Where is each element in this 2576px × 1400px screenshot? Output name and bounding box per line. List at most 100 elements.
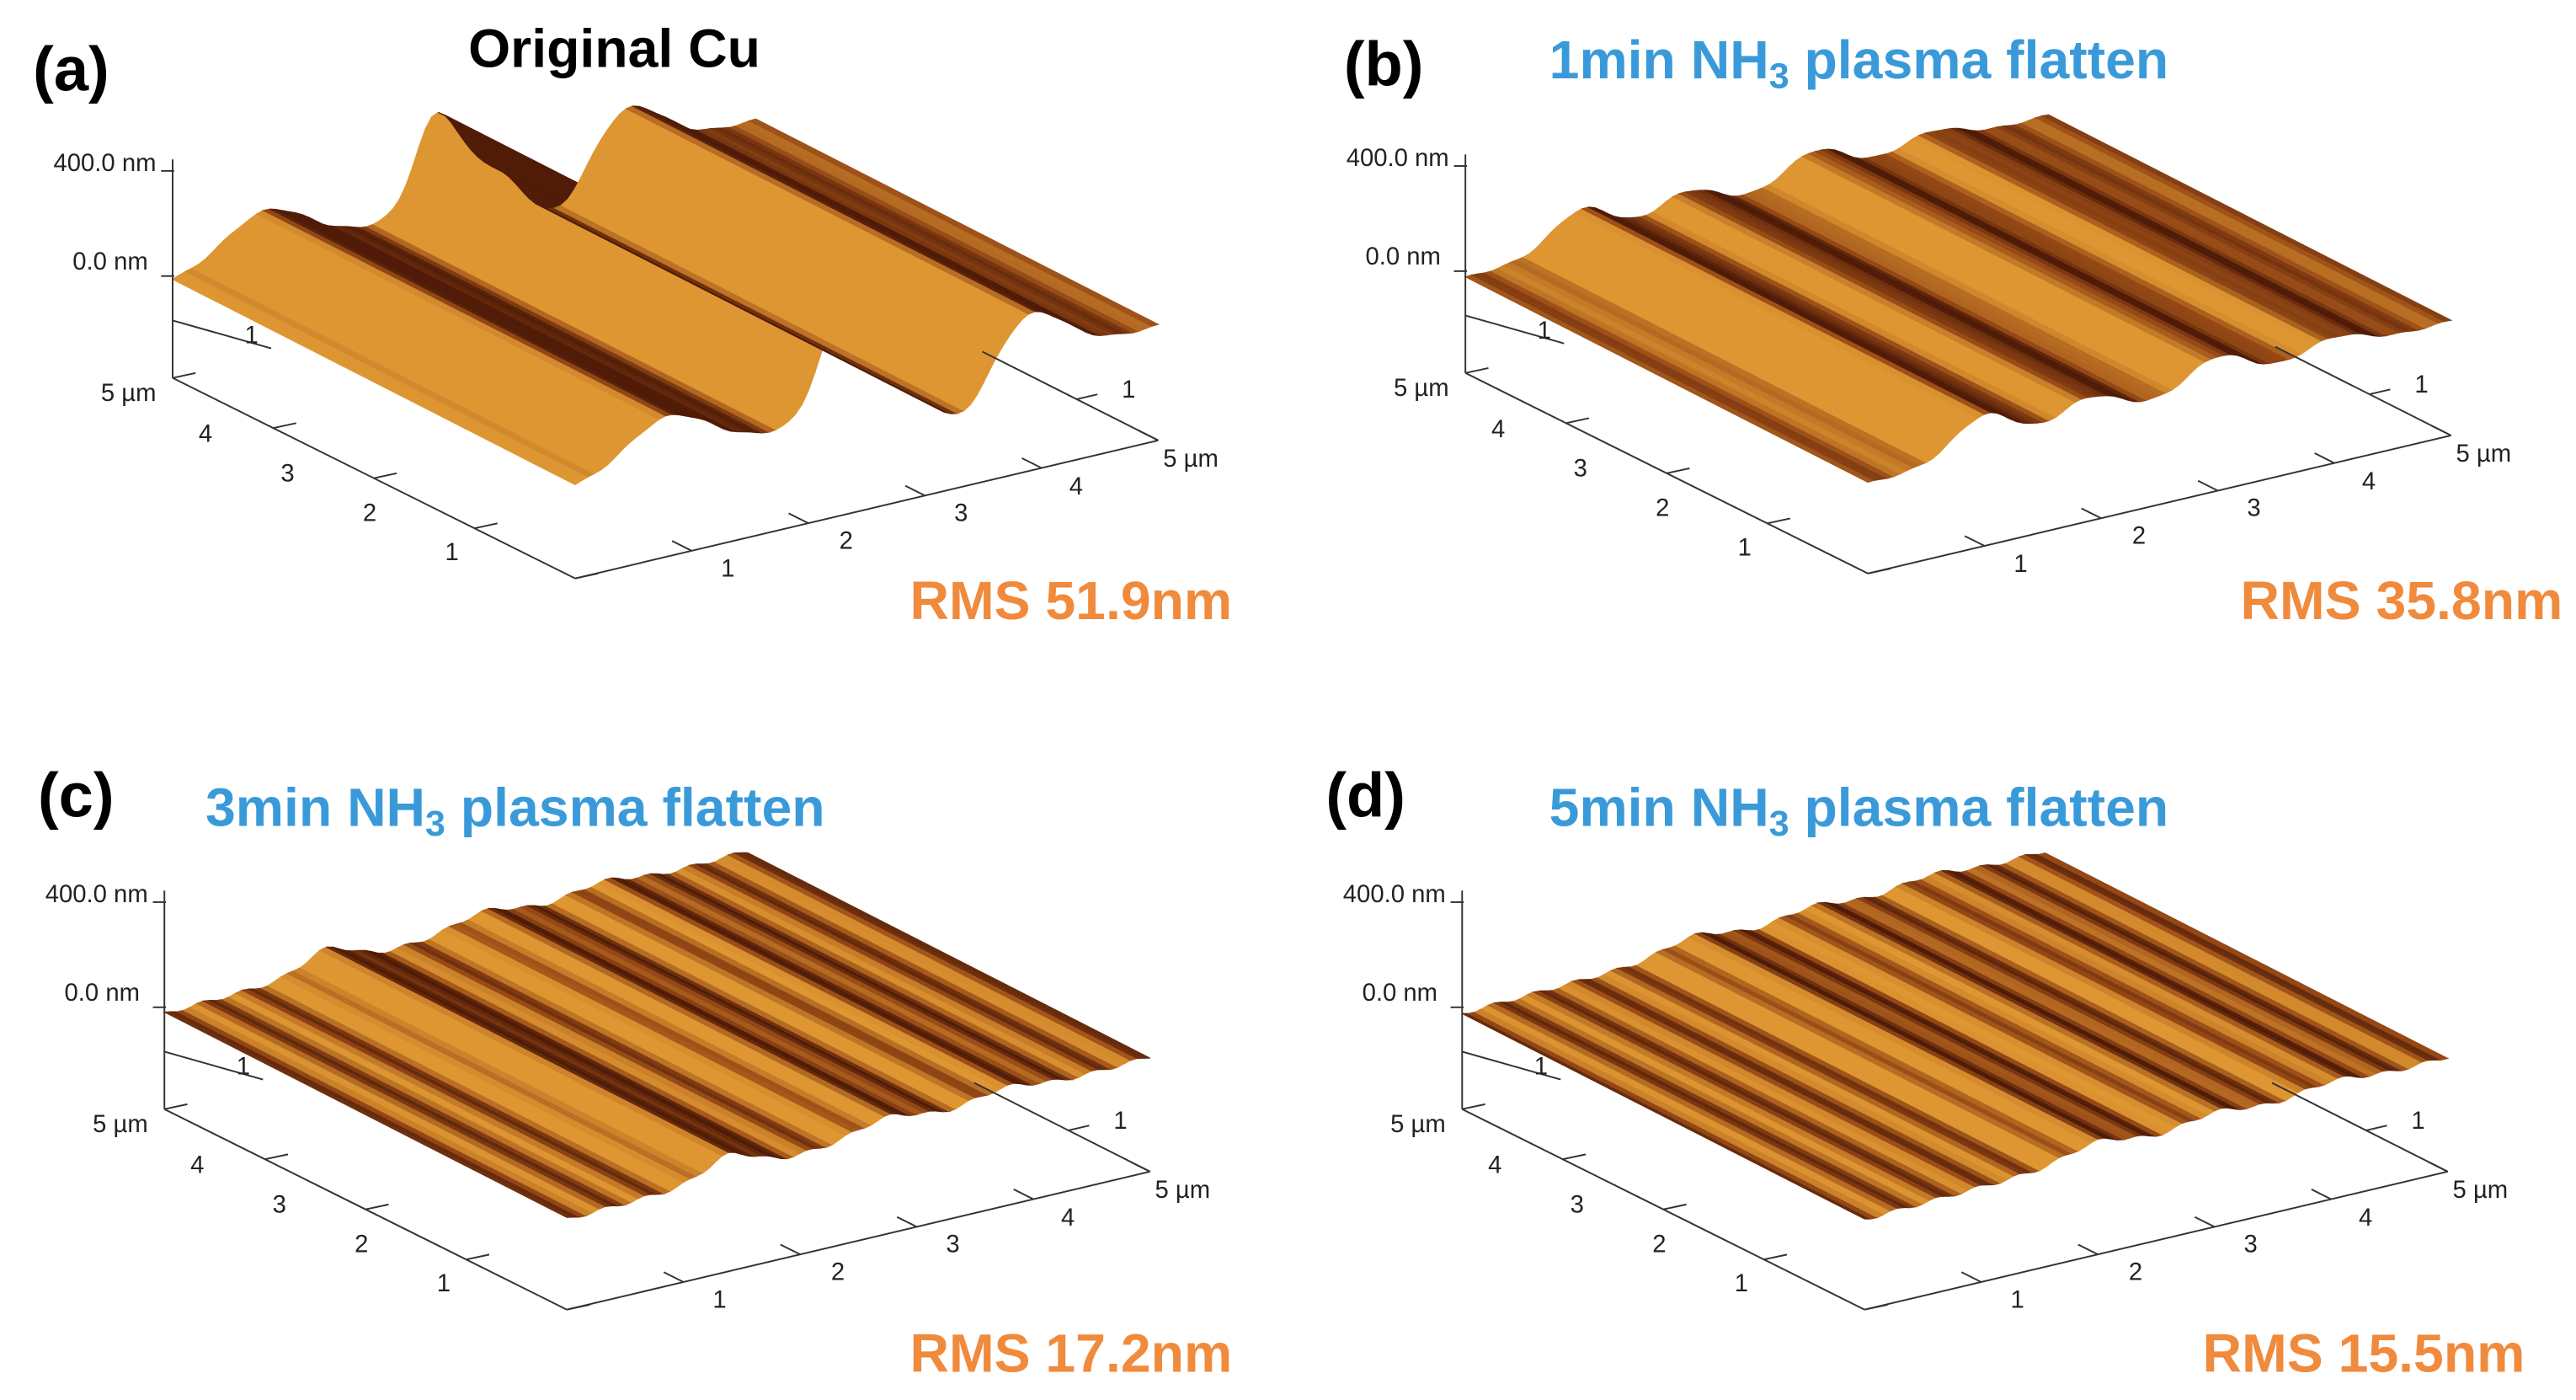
title-tail: plasma flatten [1789, 777, 2169, 838]
title-text: 1min NH [1549, 29, 1769, 90]
front-tick [1964, 535, 1986, 547]
surface-strip [740, 852, 1150, 1059]
rms-label: RMS 51.9nm [909, 570, 1232, 631]
right-tick [2368, 388, 2391, 396]
front-tick-label: 2 [831, 1259, 845, 1286]
front-tick [2427, 1161, 2449, 1173]
left-tick [1867, 567, 1891, 574]
left-tick-label: 4 [190, 1152, 204, 1179]
z-label: 400.0 nm [45, 881, 148, 908]
left-tick [1562, 1153, 1587, 1161]
front-tick [671, 540, 692, 552]
title-tail: plasma flatten [1789, 29, 2169, 90]
front-tick-label: 3 [2247, 494, 2260, 521]
front-tick [896, 1216, 918, 1228]
front-axis [574, 439, 1159, 580]
front-tick-label: 2 [2132, 523, 2146, 550]
left-tick-label: 3 [280, 460, 294, 487]
title-sub: 3 [1769, 804, 1789, 845]
back-tick-label: 1 [1534, 1054, 1548, 1081]
front-tick-label: 4 [1069, 473, 1083, 500]
left-tick-label: 4 [1488, 1152, 1501, 1179]
left-tick [373, 472, 397, 479]
front-tick-label: 5 µm [2453, 1177, 2509, 1204]
left-tick-label: 3 [273, 1192, 286, 1219]
front-tick [1021, 457, 1043, 469]
back-axis [163, 1050, 264, 1081]
front-tick-label: 4 [2359, 1205, 2372, 1232]
left-tick [1663, 1203, 1687, 1210]
right-tick-label: 1 [1122, 377, 1135, 403]
front-tick [663, 1271, 685, 1283]
z-label: 400.0 nm [1343, 881, 1446, 908]
left-tick [474, 522, 498, 530]
back-tick-label: 1 [1538, 318, 1551, 345]
front-axis [1864, 1170, 2448, 1311]
right-tick [1067, 1125, 1090, 1132]
left-tick [1462, 1103, 1485, 1110]
panel-title: 3min NH3 plasma flatten [205, 777, 825, 845]
front-tick-label: 2 [840, 527, 853, 554]
front-tick [1960, 1271, 1982, 1283]
front-tick [2430, 425, 2452, 436]
z-label: 400.0 nm [1347, 145, 1449, 172]
front-tick-label: 5 µm [1163, 446, 1219, 473]
title-text: Original Cu [468, 18, 760, 78]
right-axis [2275, 345, 2452, 436]
surface-strip [2040, 114, 2453, 323]
left-tick [172, 371, 196, 379]
left-tick-label: 4 [199, 421, 212, 448]
left-tick-label: 2 [1656, 494, 1669, 521]
left-tick [574, 572, 599, 580]
z-label: 0.0 nm [1363, 980, 1437, 1007]
left-tick [566, 1303, 590, 1311]
panel-letter: (d) [1325, 761, 1405, 831]
left-tick [1864, 1303, 1888, 1311]
panel-letter: (b) [1344, 29, 1424, 99]
afm-surface [1464, 114, 2453, 484]
front-tick [780, 1243, 801, 1256]
left-tick-label: 2 [363, 500, 376, 526]
left-tick-label: 1 [445, 539, 458, 566]
panel: (b) 1min NH 3 plasma flatten 400.0 nm 0.0 nm… [1344, 29, 2563, 631]
left-tick [1565, 417, 1590, 425]
front-tick-label: 2 [2129, 1259, 2142, 1286]
front-tick [788, 512, 809, 524]
front-tick [2081, 507, 2102, 520]
afm-surface [1462, 852, 2450, 1220]
z-label: 0.0 nm [1365, 243, 1440, 270]
right-tick [1075, 393, 1098, 400]
surface-strip [2037, 852, 2450, 1061]
right-tick-label: 1 [2411, 1108, 2424, 1135]
front-tick-label: 1 [721, 556, 734, 583]
front-tick-label: 1 [2013, 551, 2027, 578]
front-tick-label: 3 [2243, 1231, 2257, 1258]
front-tick-label: 1 [712, 1287, 726, 1314]
left-tick [466, 1253, 490, 1261]
front-axis [566, 1170, 1150, 1311]
rms-label: RMS 35.8nm [2241, 570, 2563, 631]
left-tick-label: 4 [1491, 416, 1505, 443]
left-tick [1464, 367, 1489, 374]
front-tick [2314, 452, 2335, 464]
front-tick [1138, 430, 1159, 441]
panel: (a) Original Cu 400.0 nm 0.0 nm 5 µm 4 3 2 1 1 2 3 4… [33, 18, 1232, 630]
left-tick-label: 5 µm [93, 1111, 148, 1138]
front-tick [1129, 1161, 1151, 1173]
rms-label: RMS 17.2nm [909, 1323, 1232, 1383]
right-axis [2271, 1082, 2449, 1173]
panel-letter: (a) [33, 34, 109, 104]
left-tick [365, 1203, 389, 1210]
front-tick [2311, 1189, 2332, 1200]
right-tick-label: 1 [2414, 371, 2428, 398]
left-tick-label: 5 µm [101, 380, 157, 407]
front-tick-label: 3 [946, 1231, 959, 1258]
panel-letter: (c) [38, 761, 115, 831]
z-label: 400.0 nm [53, 150, 156, 177]
afm-surface [162, 852, 1150, 1218]
left-tick-label: 3 [1574, 456, 1587, 483]
front-tick-label: 4 [2362, 468, 2376, 495]
